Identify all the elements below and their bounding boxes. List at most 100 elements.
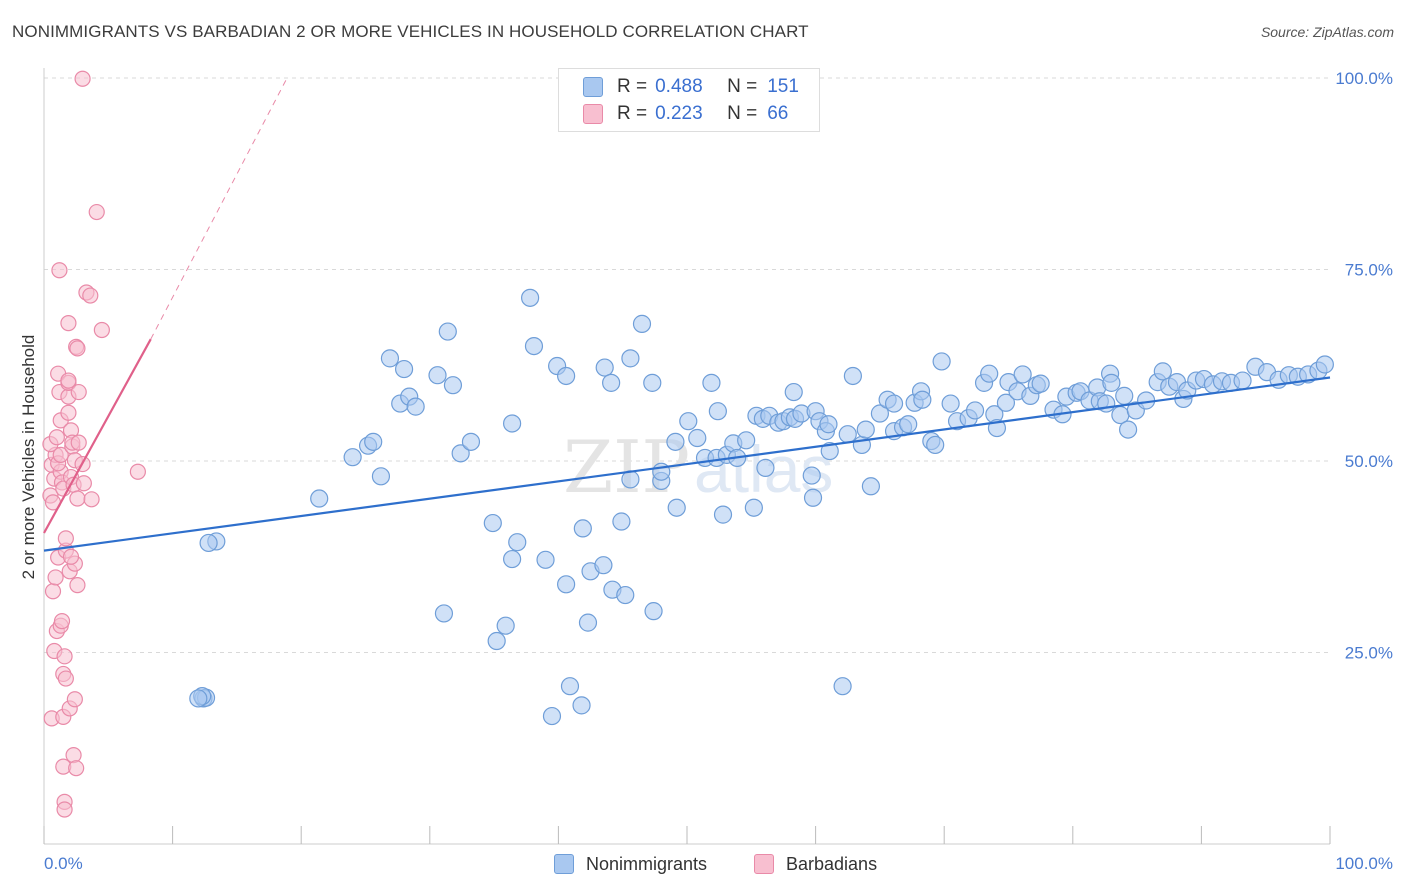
- data-point: [708, 402, 727, 421]
- trend-line-dashed: [150, 77, 288, 340]
- bottom-legend-nonimmigrants: Nonimmigrants: [554, 852, 707, 876]
- data-point: [62, 548, 80, 565]
- data-point: [56, 801, 73, 818]
- data-point: [756, 458, 775, 477]
- data-point: [536, 550, 555, 569]
- data-point: [932, 352, 951, 371]
- data-point: [643, 373, 662, 392]
- data-point: [69, 576, 86, 594]
- data-point: [1118, 420, 1138, 439]
- y-axis-label: 2 or more Vehicles in Household: [19, 335, 38, 580]
- legend-r-value: 0.488: [655, 76, 703, 97]
- data-point: [784, 382, 803, 402]
- data-point: [572, 696, 591, 715]
- trend-line-nonimmigrants: [43, 376, 1331, 552]
- data-point: [68, 760, 85, 777]
- data-point: [1013, 365, 1032, 384]
- data-point: [573, 519, 592, 538]
- data-point: [52, 446, 69, 463]
- trend-extension: [150, 77, 288, 340]
- data-point: [75, 475, 92, 492]
- data-point: [70, 383, 87, 401]
- data-point: [56, 648, 73, 665]
- data-point: [66, 691, 83, 708]
- y-tick-label: 50.0%: [1345, 452, 1393, 471]
- data-point: [820, 441, 839, 461]
- data-point: [594, 556, 613, 575]
- legend-row-barbadians: R = 0.223 N = 66: [583, 102, 788, 126]
- data-point: [508, 533, 527, 552]
- data-point: [364, 432, 383, 451]
- x-tick-label: 0.0%: [44, 854, 83, 873]
- legend-r-label: R =: [617, 103, 648, 124]
- trend-lines: [43, 338, 1331, 552]
- axes: [43, 68, 1331, 845]
- data-point: [941, 394, 960, 413]
- data-point: [744, 498, 763, 517]
- legend: R = 0.488 N = 151 R = 0.223 N = 66: [558, 68, 820, 132]
- data-point: [667, 498, 686, 517]
- data-point: [129, 463, 146, 480]
- y-tick-label: 75.0%: [1345, 261, 1393, 280]
- data-point: [438, 322, 457, 341]
- data-point: [843, 366, 862, 386]
- data-point: [74, 70, 91, 87]
- data-point: [1115, 386, 1134, 405]
- legend-n-value: 151: [767, 76, 799, 97]
- series-nonimmigrants: [189, 288, 1334, 726]
- data-point: [1102, 373, 1121, 392]
- x-tick-label: 100.0%: [1335, 854, 1393, 873]
- data-point: [595, 358, 614, 377]
- chart-title: NONIMMIGRANTS VS BARBADIAN 2 OR MORE VEH…: [12, 22, 809, 41]
- data-point: [838, 425, 857, 444]
- data-point: [199, 533, 218, 553]
- data-point: [394, 359, 414, 379]
- data-point: [913, 390, 932, 409]
- tick-labels: 25.0% 50.0% 75.0% 100.0% 0.0% 100.0%: [44, 69, 1393, 873]
- data-point: [60, 404, 77, 421]
- data-point: [189, 689, 208, 708]
- data-point: [1153, 362, 1172, 381]
- y-tick-label: 100.0%: [1335, 69, 1393, 88]
- data-point: [965, 401, 985, 420]
- legend-n-label: N =: [727, 103, 758, 124]
- data-point: [602, 373, 621, 392]
- data-point: [980, 364, 999, 383]
- trend-line-barbadians: [43, 338, 152, 534]
- data-point: [82, 287, 99, 304]
- data-point: [88, 203, 105, 221]
- data-point: [93, 321, 110, 339]
- data-point: [443, 376, 463, 395]
- data-point: [737, 431, 756, 450]
- data-point: [496, 616, 515, 635]
- data-point: [1031, 374, 1050, 393]
- data-point: [65, 747, 82, 764]
- data-point: [406, 397, 425, 416]
- data-point: [996, 393, 1016, 412]
- data-point: [899, 415, 918, 434]
- data-point: [621, 349, 640, 368]
- data-point: [51, 262, 68, 279]
- data-point: [616, 585, 635, 605]
- data-point: [83, 491, 100, 508]
- legend-swatch-blue: [583, 77, 603, 97]
- data-point: [884, 394, 904, 413]
- data-point: [521, 288, 540, 307]
- data-point: [487, 631, 506, 651]
- data-point: [57, 530, 74, 547]
- data-point: [461, 432, 481, 451]
- data-point: [644, 602, 663, 621]
- data-point: [926, 435, 945, 455]
- bottom-legend-barbadians: Barbadians: [754, 852, 877, 876]
- series-barbadians: [42, 70, 146, 818]
- data-point: [702, 373, 721, 392]
- bottom-legend-label: Barbadians: [786, 853, 878, 874]
- data-point: [632, 314, 652, 333]
- data-point: [48, 429, 65, 446]
- data-point: [380, 349, 400, 368]
- bottom-legend-label: Nonimmigrants: [586, 853, 708, 874]
- data-point: [1233, 371, 1252, 390]
- data-point: [542, 706, 562, 726]
- data-point: [833, 677, 852, 696]
